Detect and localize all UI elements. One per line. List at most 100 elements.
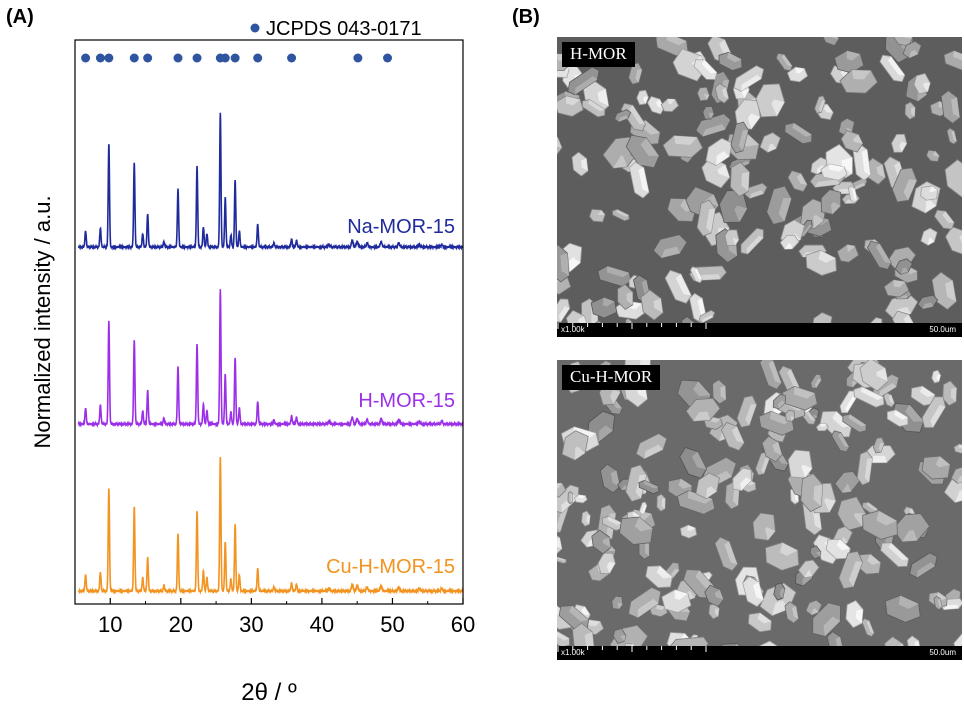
crystal-particle [818, 37, 840, 47]
crystal-particle [921, 455, 951, 480]
crystal-particle [815, 423, 829, 432]
crystal-particle [820, 189, 842, 215]
crystal-particle [619, 516, 654, 545]
crystal-particle [718, 51, 743, 71]
crystal-particle [702, 105, 715, 120]
crystal-particle [837, 496, 867, 532]
crystal-particle [836, 244, 860, 263]
crystal-particle [718, 189, 748, 223]
crystal-particle [730, 161, 750, 197]
crystal-particle [679, 524, 698, 539]
reference-peak-marker [95, 53, 105, 63]
crystal-particle [635, 433, 668, 460]
crystal-particle [581, 510, 591, 527]
crystal-particle [557, 95, 584, 117]
crystal-particle [891, 133, 908, 153]
crystal-particle [953, 443, 962, 456]
crystal-particle [942, 380, 958, 407]
crystal-particle [744, 182, 768, 199]
crystal-particle [662, 135, 704, 158]
crystal-particle [834, 50, 865, 74]
crystal-particle [611, 595, 624, 610]
crystal-particle [685, 397, 721, 422]
series-label: Na-MOR-15 [347, 216, 455, 238]
crystal-particle [636, 89, 649, 106]
crystal-particle [557, 531, 563, 556]
sem-info-bar: x1.00k 50.0um [557, 323, 962, 337]
crystal-particle [714, 82, 730, 104]
xrd-pattern-line [77, 112, 464, 251]
crystal-particle [612, 627, 627, 644]
x-tick-label: 30 [239, 612, 263, 637]
crystal-particle [845, 600, 864, 629]
crystal-particle [891, 167, 918, 203]
crystal-particle [784, 122, 813, 145]
crystal-particle [913, 73, 931, 95]
xrd-pattern-line [77, 289, 464, 428]
x-tick-label: 40 [310, 612, 334, 637]
crystal-particle [902, 40, 922, 59]
crystal-particle [785, 409, 796, 422]
crystal-particle [697, 86, 710, 102]
crystal-particle [865, 157, 886, 185]
sem-magnification: x1.00k [561, 325, 585, 334]
crystal-particle [759, 132, 781, 153]
reference-peak-marker [173, 53, 183, 63]
crystal-particle [690, 266, 703, 284]
crystal-particle [946, 127, 958, 145]
series-label: H-MOR-15 [358, 390, 455, 412]
crystal-particle [661, 589, 692, 614]
crystal-particle [656, 493, 666, 512]
x-tick-label: 50 [380, 612, 404, 637]
crystal-particle [825, 538, 851, 560]
sem-scale-ticks [557, 323, 707, 329]
reference-peak-marker [192, 53, 202, 63]
reference-peak-marker [253, 53, 263, 63]
crystal-particle [805, 249, 837, 276]
sem-label: Cu-H-MOR [562, 365, 661, 390]
reference-peak-marker [143, 53, 153, 63]
crystal-particle [831, 430, 850, 453]
crystal-particle [838, 550, 863, 590]
crystal-particle [834, 471, 861, 494]
sem-label: H-MOR [562, 42, 635, 67]
crystal-particle [704, 584, 725, 607]
crystal-particle [732, 467, 752, 492]
sem-scale-bar-label: 50.0um [929, 325, 956, 334]
crystal-particle [805, 599, 823, 616]
crystal-particle [761, 435, 783, 463]
crystal-particle [573, 494, 588, 504]
sem-scale-ticks [557, 646, 707, 652]
crystal-particle [920, 227, 938, 246]
crystal-particle [567, 66, 600, 96]
crystal-particle [820, 163, 848, 181]
reference-markers [81, 23, 393, 63]
crystal-particle [724, 229, 740, 246]
crystal-particle [714, 536, 738, 572]
crystal-particle [561, 430, 589, 461]
crystal-particle [779, 234, 800, 250]
sem-image-cu-h-mor: Cu-H-MOR x1.00k 50.0um [557, 360, 962, 660]
crystal-particle [880, 542, 909, 568]
crystal-particle [883, 279, 910, 298]
crystal-particle [921, 396, 946, 428]
crystal-particle [720, 421, 745, 451]
crystal-particle [698, 309, 716, 324]
crystal-particle [904, 101, 916, 120]
crystal-particle [931, 271, 957, 310]
crystal-particle [653, 234, 688, 259]
crystal-particle [742, 575, 764, 608]
crystal-particle [629, 161, 650, 199]
reference-peak-marker [129, 53, 139, 63]
crystal-particle [701, 156, 731, 189]
crystal-particle [773, 582, 786, 601]
crystal-particle [695, 472, 720, 500]
crystal-particle [589, 208, 606, 223]
crystal-particle [884, 594, 921, 623]
crystal-particle [872, 436, 885, 454]
x-tick-label: 60 [451, 612, 475, 637]
reference-peak-marker [353, 53, 363, 63]
crystal-particle [765, 542, 800, 571]
crystal-particle [708, 602, 720, 620]
crystal-particle [886, 409, 909, 427]
